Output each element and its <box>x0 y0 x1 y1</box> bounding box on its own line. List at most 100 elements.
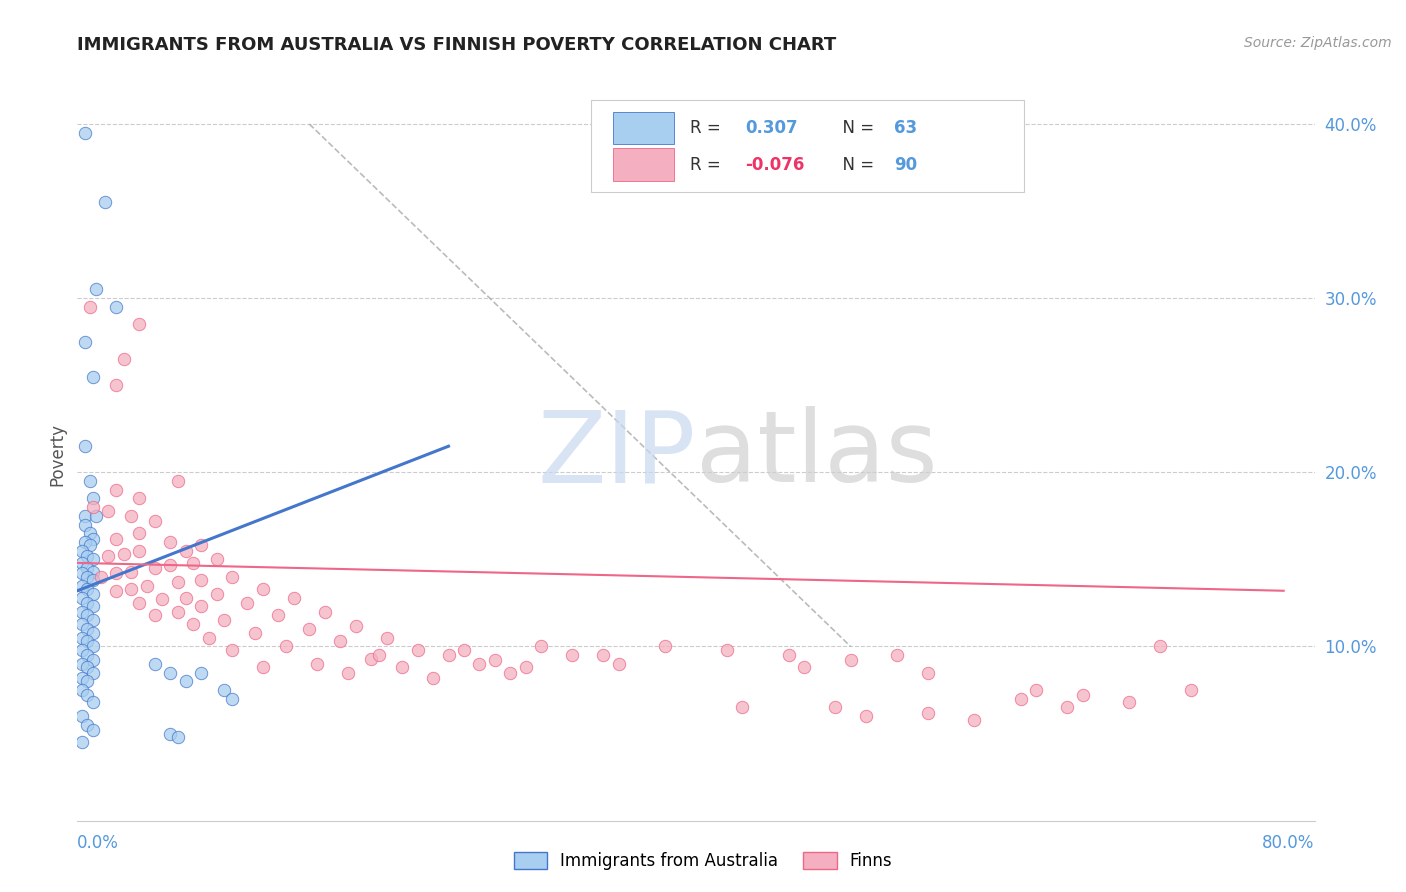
Point <box>337 665 360 680</box>
Point <box>90 570 111 584</box>
Point <box>245 625 267 640</box>
Point <box>82 574 104 588</box>
Point <box>82 613 104 627</box>
Point <box>136 578 159 592</box>
FancyBboxPatch shape <box>591 100 1024 192</box>
Point <box>75 517 96 532</box>
Point <box>82 369 104 384</box>
Point <box>76 660 98 674</box>
Point <box>205 587 228 601</box>
Point <box>143 514 166 528</box>
Point <box>1149 640 1171 654</box>
Point <box>654 640 676 654</box>
Point <box>236 596 259 610</box>
Point <box>82 599 104 614</box>
Point <box>1010 691 1032 706</box>
Point <box>143 561 166 575</box>
Point <box>1025 683 1047 698</box>
Point <box>128 526 150 541</box>
Point <box>82 723 104 737</box>
Point <box>84 283 107 297</box>
Point <box>159 665 181 680</box>
Point <box>76 622 98 636</box>
Point <box>70 556 93 570</box>
Point <box>70 566 93 581</box>
Point <box>963 713 986 727</box>
Point <box>70 631 93 645</box>
Text: R =: R = <box>690 119 725 137</box>
Point <box>314 605 336 619</box>
Point <box>82 695 104 709</box>
Point <box>917 706 939 720</box>
Point <box>344 618 367 632</box>
Point <box>105 566 127 581</box>
Point <box>406 643 429 657</box>
Point <box>368 648 391 663</box>
Point <box>183 556 205 570</box>
Point <box>159 558 181 572</box>
Point <box>221 570 243 584</box>
Point <box>499 665 522 680</box>
Point <box>84 508 107 523</box>
Point <box>70 671 93 685</box>
Point <box>375 631 398 645</box>
Point <box>252 582 274 596</box>
Point <box>121 582 143 596</box>
Point <box>82 532 104 546</box>
Point <box>82 587 104 601</box>
Point <box>1180 683 1202 698</box>
Point <box>82 500 104 515</box>
Point <box>105 583 127 598</box>
Point <box>391 660 413 674</box>
Point <box>824 700 846 714</box>
Point <box>190 599 212 614</box>
Point <box>75 508 96 523</box>
Point <box>82 565 104 579</box>
Point <box>731 700 754 714</box>
Point <box>70 735 93 749</box>
Point <box>94 195 117 210</box>
Point <box>778 648 800 663</box>
Text: 90: 90 <box>894 155 917 174</box>
Point <box>76 582 98 596</box>
Point <box>530 640 553 654</box>
Point <box>886 648 908 663</box>
Point <box>283 591 305 605</box>
Text: ZIP: ZIP <box>537 407 696 503</box>
Point <box>76 648 98 663</box>
Point <box>515 660 537 674</box>
Point <box>329 634 352 648</box>
Text: R =: R = <box>690 155 725 174</box>
Point <box>453 643 475 657</box>
Y-axis label: Poverty: Poverty <box>48 424 66 486</box>
Point <box>174 543 197 558</box>
Point <box>82 653 104 667</box>
Point <box>422 671 444 685</box>
Point <box>214 613 236 627</box>
Point <box>167 605 190 619</box>
Point <box>468 657 491 671</box>
Point <box>190 539 212 553</box>
Point <box>561 648 583 663</box>
Point <box>79 300 101 314</box>
Point <box>592 648 614 663</box>
Text: Source: ZipAtlas.com: Source: ZipAtlas.com <box>1244 36 1392 50</box>
Point <box>276 640 298 654</box>
Point <box>1118 695 1140 709</box>
Point <box>167 730 190 744</box>
Point <box>75 334 96 349</box>
Point <box>105 378 127 392</box>
Text: IMMIGRANTS FROM AUSTRALIA VS FINNISH POVERTY CORRELATION CHART: IMMIGRANTS FROM AUSTRALIA VS FINNISH POV… <box>77 36 837 54</box>
Point <box>76 596 98 610</box>
Point <box>105 483 127 497</box>
Point <box>198 631 221 645</box>
Point <box>221 691 243 706</box>
Point <box>97 503 120 517</box>
Point <box>76 570 98 584</box>
Point <box>917 665 939 680</box>
Text: N =: N = <box>832 119 879 137</box>
Point <box>105 532 127 546</box>
Point <box>112 547 135 561</box>
Point <box>437 648 460 663</box>
Point <box>128 543 150 558</box>
